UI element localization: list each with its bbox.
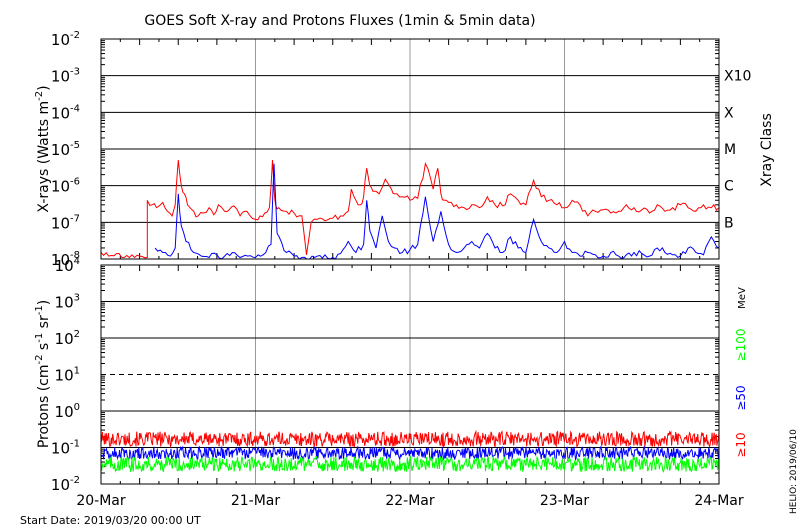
axis-label-text: sr (36, 315, 52, 333)
xray-class-axis-label: Xray Class (759, 113, 775, 187)
y-tick-exponent: 1 (74, 366, 80, 377)
y-tick-base: 10 (51, 31, 70, 49)
xray-class-label: C (724, 179, 734, 195)
y-tick-label: 10-2 (51, 30, 80, 49)
y-tick-label: 102 (55, 329, 80, 348)
y-tick-base: 10 (51, 104, 70, 122)
y-tick-exponent: 0 (74, 402, 80, 413)
xray-series-line (154, 163, 720, 260)
axis-label-exponent: -2 (34, 355, 45, 365)
proton-energy-legend: MeV ≥10 ≥50 ≥100 (734, 287, 748, 458)
y-tick-exponent: -6 (70, 177, 80, 188)
y-tick-label: 101 (55, 366, 80, 385)
x-tick-label: 21-Mar (231, 493, 281, 509)
y-tick-exponent: 3 (74, 293, 80, 304)
y-tick-label: 10-2 (51, 475, 80, 494)
y-tick-base: 10 (51, 214, 70, 232)
y-tick-label: 10-4 (51, 103, 80, 122)
y-tick-exponent: -8 (70, 250, 80, 261)
proton-series (100, 429, 720, 473)
y-tick-exponent: -1 (70, 439, 80, 450)
axis-label-text: s (36, 343, 52, 355)
axis-label-text: ) (36, 300, 52, 305)
x-tick-label: 22-Mar (385, 493, 435, 509)
proton-plot-frame (100, 264, 720, 485)
y-tick-label: 10-6 (51, 177, 80, 196)
axis-label-text: ) (36, 85, 52, 90)
xray-class-labels: B C M X X10 (724, 69, 751, 232)
x-tick-label: 20-Mar (76, 493, 126, 509)
y-tick-label: 100 (55, 402, 80, 421)
chart-title: GOES Soft X-ray and Protons Fluxes (1min… (144, 13, 535, 29)
xray-class-label: B (724, 215, 734, 231)
x-tick-label: 24-Mar (694, 493, 744, 509)
y-tick-base: 10 (55, 294, 74, 312)
y-tick-exponent: -2 (70, 30, 80, 41)
y-tick-base: 10 (55, 367, 74, 385)
y-tick-exponent: -2 (70, 475, 80, 486)
xray-y-tick-labels: 10-810-710-610-510-410-310-2 (51, 30, 80, 269)
x-tick-labels: 20-Mar 21-Mar 22-Mar 23-Mar 24-Mar (76, 493, 744, 509)
y-tick-exponent: -4 (70, 103, 80, 114)
proton-legend-entry: ≥100 (734, 329, 748, 362)
proton-y-axis-label: Protons (cm-2​ s-1​ sr-1​) (34, 300, 52, 448)
y-tick-base: 10 (51, 251, 70, 269)
axis-label-exponent: -1 (34, 333, 45, 343)
y-tick-label: 104 (55, 256, 80, 275)
axis-label-text: Protons (cm (36, 364, 52, 448)
y-tick-exponent: -3 (70, 67, 80, 78)
y-tick-label: 10-8 (51, 250, 80, 269)
proton-legend-entry: ≥50 (734, 385, 748, 410)
y-tick-exponent: -7 (70, 213, 80, 224)
proton-series-line (100, 429, 720, 449)
y-tick-label: 103 (55, 293, 80, 312)
start-date-label: Start Date: 2019/03/20 00:00 UT (20, 514, 201, 527)
y-tick-label: 10-1 (51, 439, 80, 458)
xray-series (100, 159, 720, 260)
x-tick-label: 23-Mar (540, 493, 590, 509)
proton-grid (101, 265, 719, 484)
axis-label-exponent: -2 (34, 91, 45, 101)
credit-label: HELIO: 2019/06/10 (789, 429, 799, 514)
proton-legend-entry: ≥10 (734, 432, 748, 457)
y-tick-exponent: 4 (74, 256, 80, 267)
axis-label-exponent: -1 (34, 305, 45, 315)
y-tick-base: 10 (51, 141, 70, 159)
y-tick-label: 10-7 (51, 213, 80, 232)
y-tick-base: 10 (51, 178, 70, 196)
proton-series-line (100, 445, 720, 462)
xray-class-label: X10 (724, 69, 751, 85)
axis-label-text: X-rays (Watts m (36, 101, 52, 213)
y-tick-exponent: -5 (70, 140, 80, 151)
xray-grid (101, 39, 719, 259)
proton-energy-unit: MeV (737, 287, 748, 309)
xray-series-line (100, 159, 720, 259)
y-tick-base: 10 (55, 403, 74, 421)
xray-class-label: X (724, 105, 734, 121)
y-tick-label: 10-5 (51, 140, 80, 159)
y-tick-base: 10 (51, 440, 70, 458)
y-tick-label: 10-3 (51, 67, 80, 86)
y-tick-base: 10 (55, 257, 74, 275)
xray-plot-frame (100, 38, 720, 260)
y-tick-base: 10 (51, 68, 70, 86)
xray-class-label: M (724, 142, 736, 158)
y-tick-base: 10 (55, 330, 74, 348)
y-tick-exponent: 2 (74, 329, 80, 340)
y-tick-base: 10 (51, 476, 70, 494)
proton-series-line (100, 455, 720, 473)
xray-y-axis-label: X-rays (Watts m-2​) (34, 85, 52, 212)
